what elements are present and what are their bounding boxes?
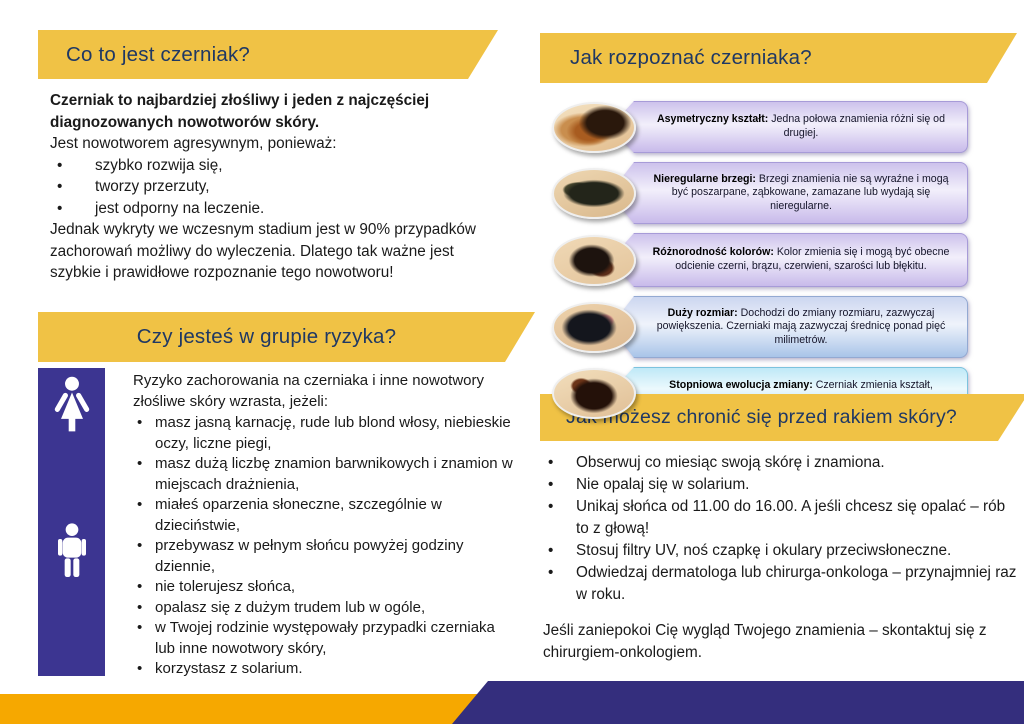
list-item: w Twojej rodzinie występowały przypadki … [133, 618, 513, 659]
section-banner-what-is: Co to jest czerniak? [38, 30, 498, 79]
section-title: Co to jest czerniak? [66, 42, 251, 66]
list-item: opalasz się z dużym trudem lub w ogóle, [133, 598, 513, 619]
protect-body: Obserwuj co miesiąc swoją skórę i znamio… [543, 452, 1017, 664]
abcde-lead: Nieregularne brzegi: [653, 172, 756, 185]
section-title: Jak rozpoznać czerniaka? [570, 46, 812, 69]
abcde-box: Nieregularne brzegi: Brzegi znamienia ni… [610, 162, 968, 224]
protect-bullet-list: Obserwuj co miesiąc swoją skórę i znamio… [543, 452, 1017, 606]
abcde-box: Asymetryczny kształt: Jedna połowa znami… [610, 101, 968, 153]
mole-photo-asymmetry [552, 101, 636, 153]
abcde-box-wrap: Asymetryczny kształt: Jedna połowa znami… [610, 101, 968, 153]
risk-bullet-list: masz jasną karnację, rude lub blond włos… [133, 413, 513, 680]
footer-navy-band [452, 681, 1024, 724]
list-item: przebywasz w pełnym słońcu powyżej godzi… [133, 536, 513, 577]
list-item: nie tolerujesz słońca, [133, 577, 513, 598]
what-is-intro: Jest nowotworem agresywnym, ponieważ: [50, 135, 337, 152]
mole-photo-large-size [552, 301, 636, 353]
list-item: Odwiedzaj dermatologa lub chirurga-onkol… [543, 562, 1017, 606]
risk-group-sidebar [38, 368, 105, 676]
abcde-list: Asymetryczny kształt: Jedna połowa znami… [552, 101, 968, 428]
list-item: Unikaj słońca od 11.00 do 16.00. A jeśli… [543, 496, 1017, 540]
list-item: masz jasną karnację, rude lub blond włos… [133, 413, 513, 454]
what-is-lead: Czerniak to najbardziej złośliwy i jeden… [50, 92, 430, 131]
abcde-text: Kolor zmienia się i mogą być obecne odci… [675, 246, 950, 272]
abcde-text: Dochodzi do zmiany rozmiaru, zazwyczaj p… [656, 306, 946, 346]
list-item: Stosuj filtry UV, noś czapkę i okulary p… [543, 540, 1017, 562]
abcde-lead: Duży rozmiar: [667, 306, 738, 319]
list-item: Nie opalaj się w solarium. [543, 474, 1017, 496]
list-item: masz dużą liczbę znamion barwnikowych i … [133, 454, 513, 495]
section-banner-risk-group: Czy jesteś w grupie ryzyka? [38, 312, 535, 362]
footer-orange-band [0, 694, 482, 724]
what-is-bullet-list: szybko rozwija się, tworzy przerzuty, je… [50, 155, 502, 220]
abcde-box-wrap: Różnorodność kolorów: Kolor zmienia się … [610, 233, 968, 287]
abcde-lead: Stopniowa ewolucja zmiany: [669, 379, 813, 392]
list-item: miałeś oparzenia słoneczne, szczególnie … [133, 495, 513, 536]
list-item: tworzy przerzuty, [50, 176, 502, 198]
abcde-item: Duży rozmiar: Dochodzi do zmiany rozmiar… [552, 296, 968, 358]
abcde-box: Różnorodność kolorów: Kolor zmienia się … [610, 233, 968, 287]
abcde-box: Duży rozmiar: Dochodzi do zmiany rozmiar… [610, 296, 968, 358]
abcde-box-wrap: Nieregularne brzegi: Brzegi znamienia ni… [610, 162, 968, 224]
mole-photo-color-variety [552, 234, 636, 286]
woman-icon [54, 376, 89, 432]
mole-photo-irregular-borders [552, 167, 636, 219]
risk-group-body: Ryzyko zachorowania na czerniaka i inne … [133, 371, 513, 680]
abcde-text: Brzegi znamienia nie są wyraźne i mogą b… [671, 172, 949, 212]
abcde-item: Nieregularne brzegi: Brzegi znamienia ni… [552, 162, 968, 224]
abcde-text: Jedna połowa znamienia różni się od drug… [768, 113, 945, 139]
list-item: korzystasz z solarium. [133, 659, 513, 680]
what-is-outro: Jednak wykryty we wczesnym stadium jest … [50, 221, 476, 281]
what-is-body: Czerniak to najbardziej złośliwy i jeden… [50, 90, 502, 284]
list-item: jest odporny na leczenie. [50, 198, 502, 220]
abcde-item: Różnorodność kolorów: Kolor zmienia się … [552, 233, 968, 287]
abcde-lead: Asymetryczny kształt: [657, 113, 769, 126]
list-item: Obserwuj co miesiąc swoją skórę i znamio… [543, 452, 1017, 474]
abcde-item: Asymetryczny kształt: Jedna połowa znami… [552, 101, 968, 153]
section-banner-recognize: Jak rozpoznać czerniaka? [540, 33, 1017, 83]
abcde-lead: Różnorodność kolorów: [652, 246, 774, 259]
risk-intro: Ryzyko zachorowania na czerniaka i inne … [133, 372, 485, 410]
section-title: Jak możesz chronić się przed rakiem skór… [566, 406, 957, 428]
abcde-box-wrap: Duży rozmiar: Dochodzi do zmiany rozmiar… [610, 296, 968, 358]
mole-photo-evolution [552, 367, 636, 419]
list-item: szybko rozwija się, [50, 155, 502, 177]
section-title: Czy jesteś w grupie ryzyka? [136, 325, 397, 348]
man-icon [57, 523, 86, 577]
protect-note: Jeśli zaniepokoi Cię wygląd Twojego znam… [543, 622, 987, 661]
